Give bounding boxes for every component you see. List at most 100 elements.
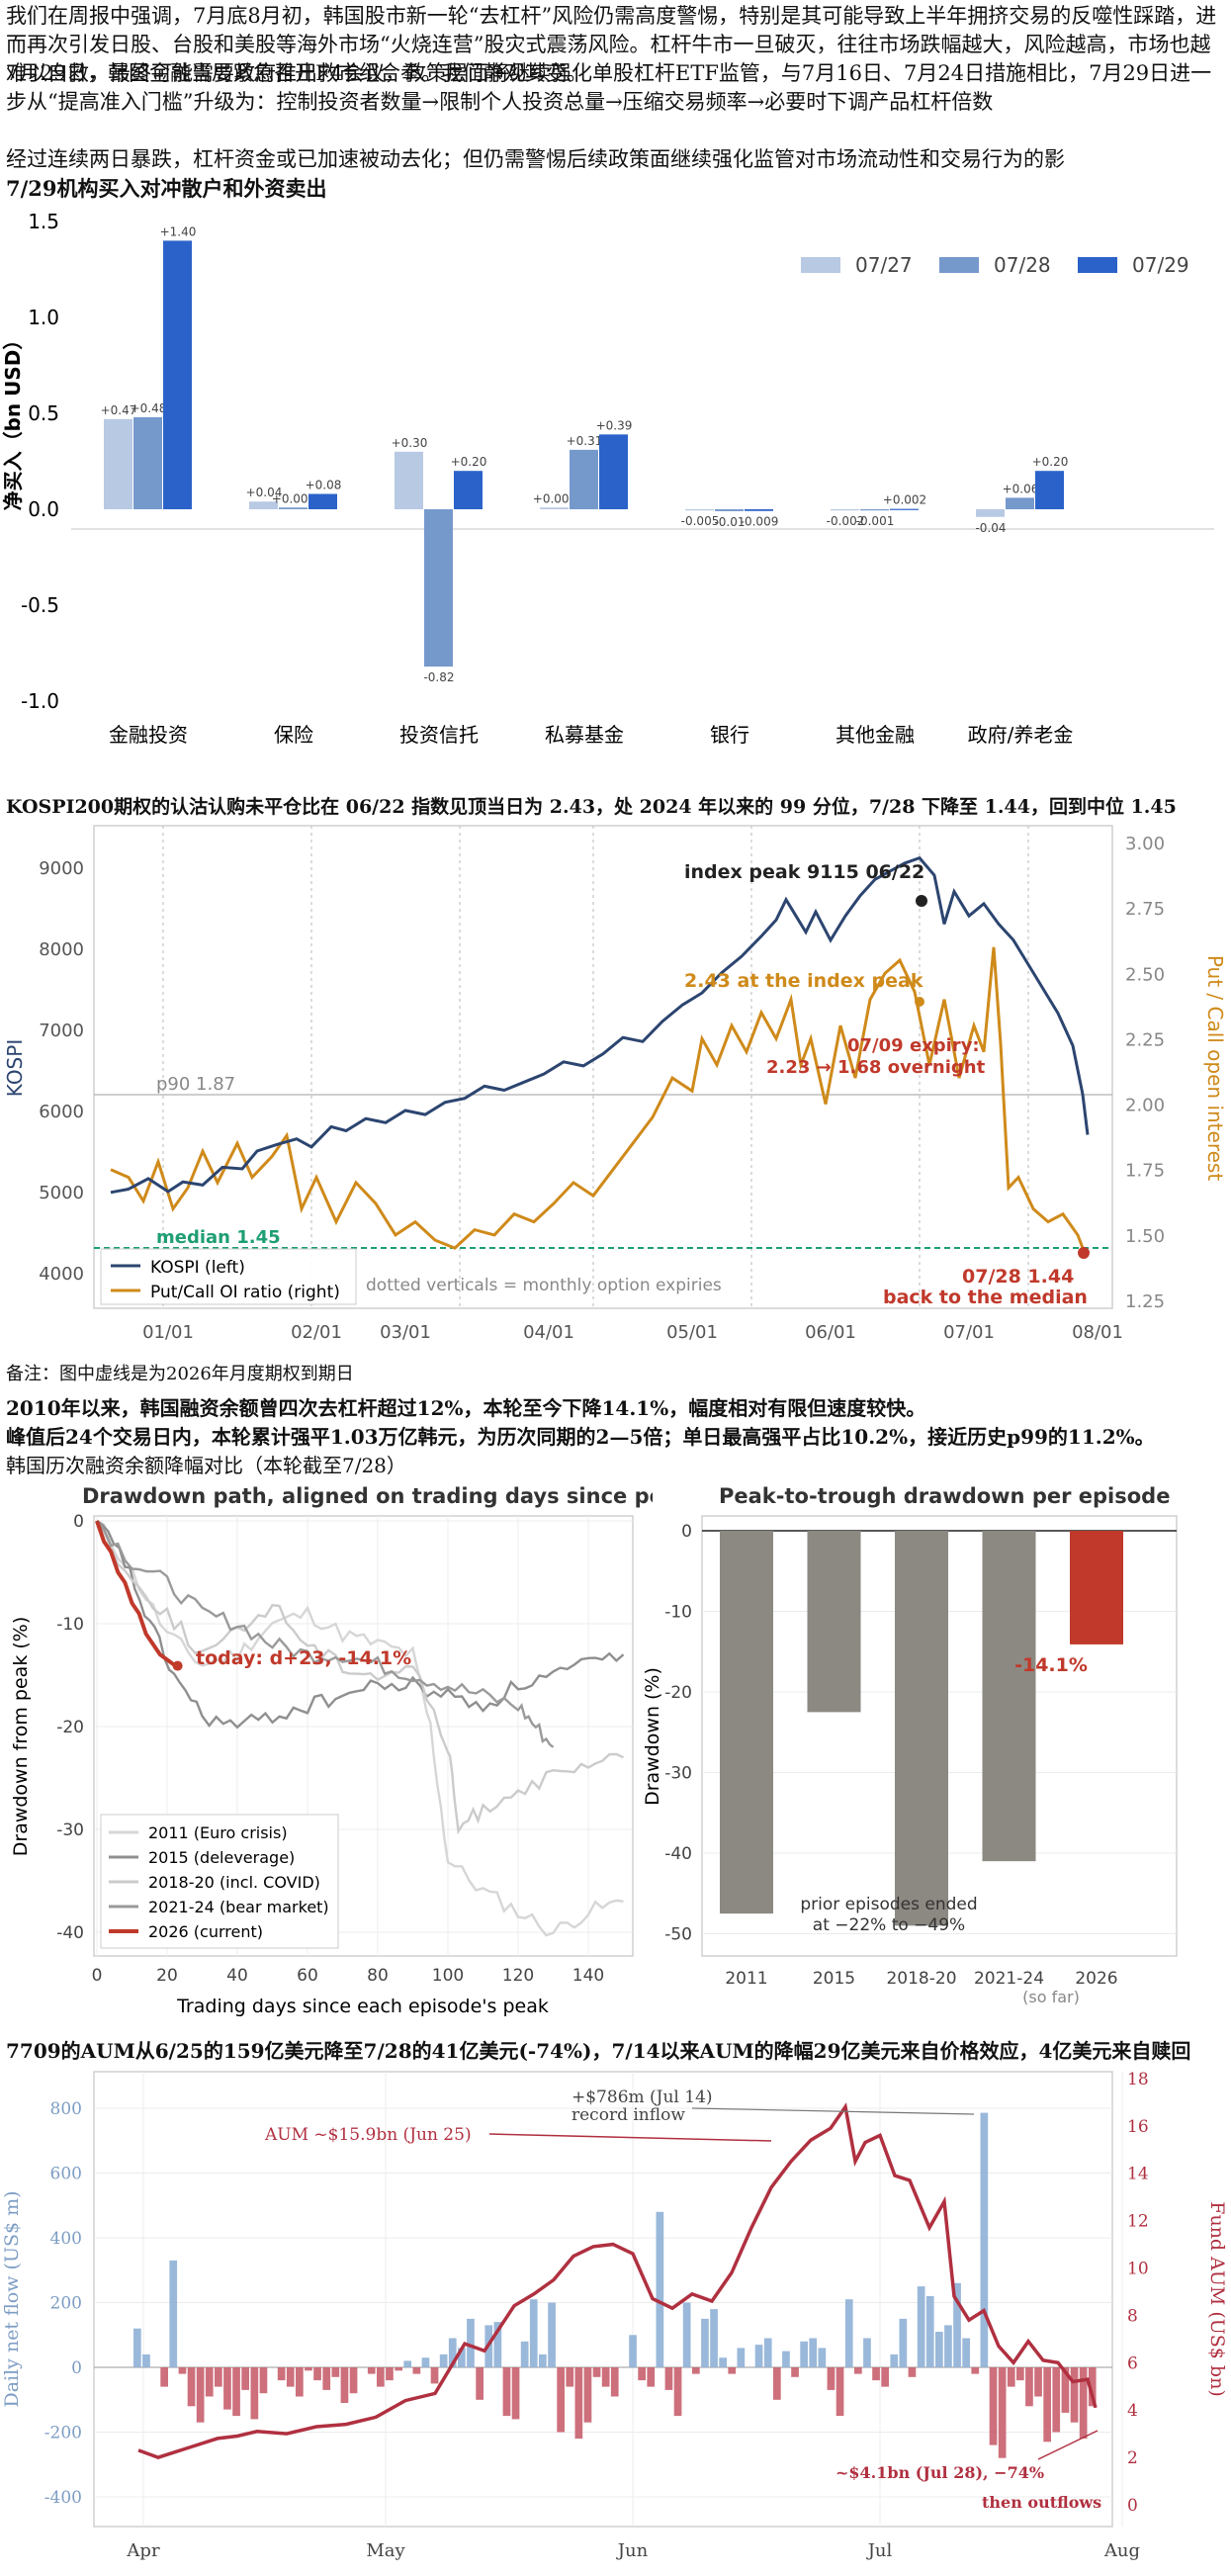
chart4-xtick: 2011 bbox=[725, 1969, 767, 1989]
chart4-ylabel: Drawdown (%) bbox=[642, 1667, 663, 1806]
current-episode-marker bbox=[172, 1660, 183, 1671]
chart5-y2tick: 18 bbox=[1127, 2070, 1149, 2089]
chart1-bar-label: -0.001 bbox=[856, 514, 895, 528]
chart5-y2tick: 6 bbox=[1127, 2354, 1138, 2373]
chart1-category-label: 其他金融 bbox=[835, 723, 915, 747]
kospi-putcall-chart: index peak 9115 06/22 2.43 at the index … bbox=[3, 825, 1227, 1343]
chart1-bar-label: +0.20 bbox=[1032, 455, 1069, 469]
flow-bar bbox=[763, 2338, 772, 2367]
flow-bar bbox=[386, 2367, 394, 2381]
pc-ytick: 1.50 bbox=[1125, 1226, 1165, 1247]
flow-bar bbox=[142, 2354, 150, 2367]
chart3-ytick: -30 bbox=[56, 1821, 84, 1840]
chart1-bar bbox=[831, 509, 859, 511]
chart1-bar bbox=[860, 509, 889, 511]
flow-bar bbox=[953, 2282, 961, 2367]
flow-bar bbox=[601, 2367, 610, 2387]
flow-bar bbox=[664, 2367, 673, 2390]
chart1-bar bbox=[685, 509, 714, 511]
chart5-y2tick: 12 bbox=[1127, 2212, 1149, 2232]
flow-bar bbox=[322, 2367, 331, 2390]
flow-bar bbox=[458, 2348, 466, 2367]
chart1-bar bbox=[424, 509, 453, 667]
chart1-bar bbox=[279, 507, 308, 509]
chart4-ytick: -20 bbox=[664, 1683, 692, 1703]
para2-line1: 2010年以来，韩国融资余额曾四次去杠杆超过12%，本轮至今下降14.1%，幅度… bbox=[6, 1396, 926, 1420]
kospi-line bbox=[110, 855, 1090, 1195]
chart4-ytick: -30 bbox=[664, 1764, 692, 1784]
flow-bar bbox=[863, 2338, 871, 2367]
chart5-y2tick: 4 bbox=[1127, 2401, 1138, 2421]
index-peak-annotation: index peak 9115 06/22 bbox=[684, 861, 924, 883]
chart4-xtick: 2015 bbox=[813, 1969, 855, 1989]
kospi-ytick: 9000 bbox=[39, 858, 84, 879]
index-peak-marker bbox=[916, 895, 927, 907]
chart5-y2tick: 10 bbox=[1127, 2260, 1149, 2279]
chart3-xtick: 100 bbox=[432, 1966, 464, 1986]
chart1-bar-label: +0.31 bbox=[567, 434, 603, 448]
flow-bar bbox=[592, 2367, 601, 2377]
flow-bar bbox=[971, 2367, 980, 2374]
legend-2026: 2026 (current) bbox=[148, 1922, 263, 1941]
chart1-ytick: 0.5 bbox=[28, 401, 59, 425]
chart4-ytick: -50 bbox=[664, 1925, 692, 1945]
chart5-ytick: -400 bbox=[44, 2488, 82, 2508]
chart4-ytick: 0 bbox=[681, 1522, 692, 1542]
flow-bar bbox=[502, 2367, 511, 2417]
flow-bar bbox=[349, 2367, 358, 2394]
chart1-bar-label: +0.04 bbox=[246, 486, 283, 499]
chart1-bar-label: +0.002 bbox=[883, 493, 926, 507]
chart2-xtick: 05/01 bbox=[666, 1322, 718, 1343]
expiry-annotation-1: 07/09 expiry: bbox=[847, 1035, 980, 1056]
chart5-y2tick: 0 bbox=[1127, 2496, 1138, 2516]
flow-bar bbox=[692, 2367, 700, 2374]
flow-bar bbox=[737, 2348, 746, 2367]
chart1-bar bbox=[976, 509, 1005, 517]
intro-paragraph-1: 我们在周报中强调，7月底8月初，韩国股市新一轮“去杠杆”风险仍需高度警惕，特别是… bbox=[6, 4, 1217, 85]
flow-bar bbox=[448, 2338, 457, 2367]
chart4-xtick: 2026 bbox=[1075, 1969, 1117, 1989]
pc-ytick: 1.75 bbox=[1125, 1161, 1165, 1182]
aum-peak-annotation: AUM ~$15.9bn (Jun 25) bbox=[264, 2125, 472, 2145]
chart5-ytick: 800 bbox=[50, 2099, 82, 2119]
flow-bar bbox=[421, 2357, 430, 2367]
flow-bar bbox=[1043, 2367, 1051, 2443]
flow-bar bbox=[511, 2367, 520, 2420]
chart5-xtick: Aug bbox=[1103, 2540, 1140, 2561]
chart2-xtick: 08/01 bbox=[1072, 1322, 1123, 1343]
chart3-xtick: 0 bbox=[92, 1966, 103, 1986]
chart5-ytick: 0 bbox=[71, 2358, 82, 2378]
pc-ytick: 2.25 bbox=[1125, 1029, 1165, 1050]
chart5-y2tick: 8 bbox=[1127, 2306, 1138, 2326]
flow-bar bbox=[232, 2367, 240, 2417]
chart2-xtick: 03/01 bbox=[380, 1322, 431, 1343]
chart4-bar bbox=[895, 1531, 948, 1926]
chart3-xtick: 20 bbox=[156, 1966, 178, 1986]
chart4-bar bbox=[720, 1531, 773, 1914]
flow-bar bbox=[259, 2367, 268, 2394]
flow-bar bbox=[719, 2357, 727, 2367]
chart1-bar-label: +1.40 bbox=[160, 224, 197, 238]
flow-bar bbox=[160, 2367, 168, 2387]
chart1-bar bbox=[163, 240, 192, 509]
pc-ytick: 2.50 bbox=[1125, 964, 1165, 985]
kospi-ytick: 5000 bbox=[39, 1183, 84, 1203]
flow-bar bbox=[305, 2367, 312, 2371]
flow-bar bbox=[1088, 2367, 1097, 2407]
chart4-ytick: -10 bbox=[664, 1603, 692, 1623]
pc-current-marker bbox=[1078, 1247, 1090, 1259]
aum-arrow bbox=[488, 2133, 772, 2142]
flow-bar bbox=[296, 2367, 304, 2397]
flow-bar bbox=[467, 2318, 475, 2367]
flow-bar bbox=[493, 2322, 502, 2367]
chart1-bar-label: -0.002 bbox=[827, 514, 865, 528]
chart1-bar bbox=[540, 507, 569, 509]
drawdown-path-chart: Drawdown path, aligned on trading days s… bbox=[10, 1484, 653, 2017]
chart5-ytick: 400 bbox=[50, 2229, 82, 2249]
chart1-legend: 07/27 07/28 07/29 bbox=[801, 253, 1189, 277]
chart3-xtick: 80 bbox=[367, 1966, 389, 1986]
para3: 7709的AUM从6/25的159亿美元降至7/28的41亿美元(-74%)，7… bbox=[6, 2039, 1191, 2063]
chart1-bar bbox=[1035, 471, 1064, 509]
chart4-bar bbox=[982, 1531, 1036, 1862]
flow-bar bbox=[331, 2367, 340, 2377]
